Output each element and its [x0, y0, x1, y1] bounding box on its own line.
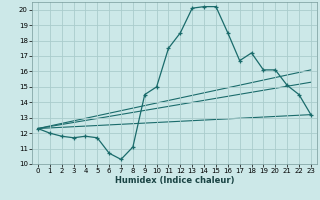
X-axis label: Humidex (Indice chaleur): Humidex (Indice chaleur)	[115, 176, 234, 185]
